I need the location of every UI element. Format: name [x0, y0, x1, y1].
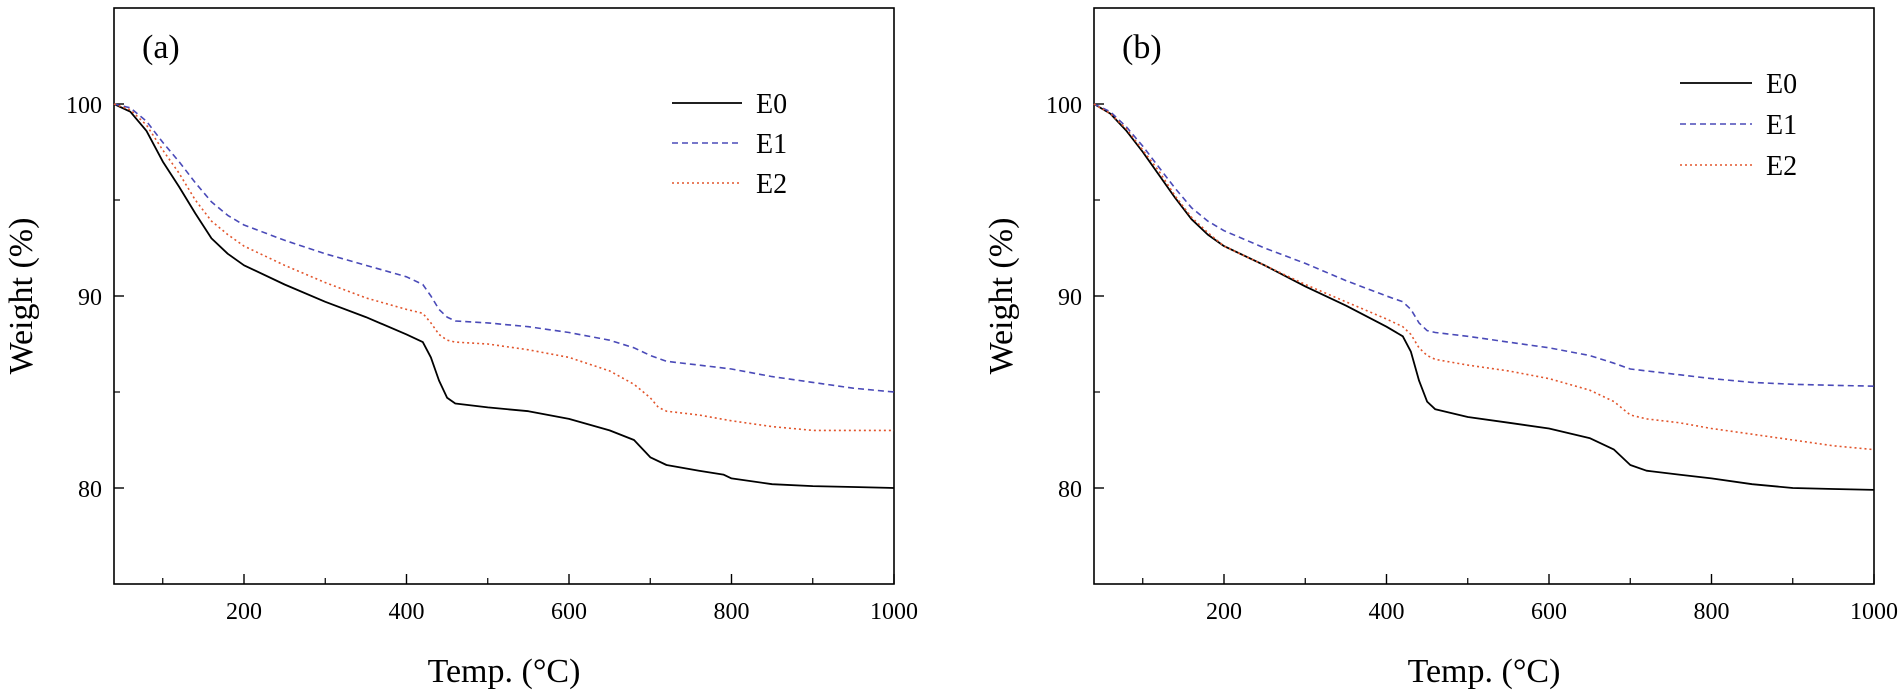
- panel-label: (a): [142, 29, 180, 66]
- legend-label-e2: E2: [756, 169, 787, 200]
- y-axis-title: Weight (%): [983, 218, 1020, 375]
- x-tick-label: 200: [1206, 599, 1242, 625]
- legend: E0 E1 E2: [1680, 69, 1797, 182]
- y-tick-label: 100: [66, 93, 102, 119]
- x-tick-label: 800: [1694, 599, 1730, 625]
- y-axis-title: Weight (%): [3, 218, 40, 375]
- legend-label-e2: E2: [1766, 151, 1797, 182]
- x-axis-title: Temp. (°C): [1408, 653, 1561, 690]
- y-tick-label: 100: [1046, 93, 1082, 119]
- chart-panel-1: 200 400 600 800 1000 80 90 100 Temp. (°C) Weight …: [3, 7, 918, 690]
- series-line-e0: [113, 103, 895, 489]
- chart-panel-2: 200 400 600 800 1000 80 90 100 Temp. (°C) Weight …: [983, 7, 1898, 690]
- legend-label-e0: E0: [756, 89, 787, 120]
- x-tick-label: 1000: [870, 599, 918, 625]
- y-tick-label: 80: [78, 477, 102, 503]
- y-tick-label: 90: [78, 285, 102, 311]
- legend-label-e1: E1: [756, 129, 787, 160]
- series-line-e0: [1093, 103, 1875, 491]
- plot-frame: [1093, 7, 1875, 585]
- legend-label-e1: E1: [1766, 110, 1797, 141]
- y-tick-label: 90: [1058, 285, 1082, 311]
- x-tick-label: 200: [226, 599, 262, 625]
- series-line-e2: [1093, 103, 1875, 451]
- x-tick-label: 1000: [1850, 599, 1898, 625]
- x-tick-label: 600: [551, 599, 587, 625]
- x-tick-label: 400: [389, 599, 425, 625]
- legend: E0 E1 E2: [672, 89, 787, 200]
- y-tick-label: 80: [1058, 477, 1082, 503]
- x-tick-label: 600: [1531, 599, 1567, 625]
- x-tick-label: 800: [714, 599, 750, 625]
- x-axis-title: Temp. (°C): [428, 653, 581, 690]
- panel-label: (b): [1122, 29, 1162, 66]
- x-tick-label: 400: [1369, 599, 1405, 625]
- series-line-e1: [1093, 103, 1875, 387]
- legend-label-e0: E0: [1766, 69, 1797, 100]
